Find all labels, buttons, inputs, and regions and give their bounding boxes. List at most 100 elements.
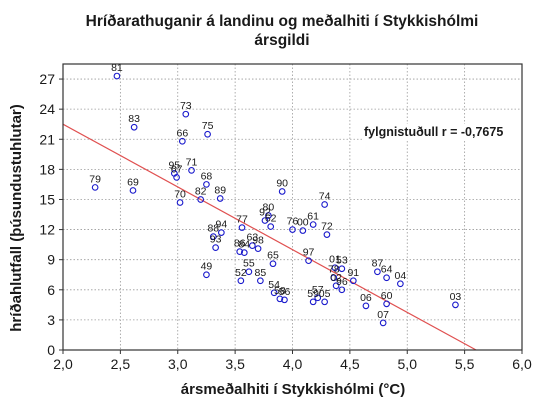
data-point-label: 03	[450, 291, 462, 303]
data-point-label: 98	[252, 235, 264, 247]
y-tick-label: 27	[39, 71, 55, 87]
y-tick-label: 18	[39, 161, 55, 177]
data-point-label: 76	[287, 216, 299, 228]
data-point-label: 73	[180, 100, 192, 112]
y-axis-ticks: 0 3 6 9 12 15 18 21 24 27	[39, 71, 63, 358]
data-point-label: 05	[319, 288, 331, 300]
y-tick-label: 3	[47, 312, 55, 328]
data-point-60	[383, 300, 390, 308]
data-point-label: 59	[307, 288, 319, 300]
data-point-54	[270, 289, 278, 297]
data-point-62	[267, 223, 275, 230]
data-point-label: 91	[347, 267, 359, 279]
data-point-55	[245, 268, 253, 276]
y-tick-label: 21	[39, 131, 55, 147]
correlation-annotation: fylgnistuðull r = -0,7675	[364, 125, 503, 139]
data-point-label: 56	[279, 286, 291, 298]
annotation-background	[362, 124, 520, 140]
data-point-58	[276, 295, 284, 303]
data-point-label: 87	[372, 258, 384, 270]
data-point-label: 63	[246, 232, 258, 244]
data-point-label: 54	[268, 279, 280, 291]
data-point-85	[257, 277, 264, 285]
data-point-80	[265, 212, 272, 219]
data-point-53	[338, 265, 346, 273]
y-tick-label: 0	[47, 342, 55, 358]
data-point-88	[209, 233, 217, 240]
data-point-label: 78	[328, 264, 340, 276]
data-point-label: 69	[127, 176, 139, 188]
data-point-label: 89	[214, 184, 226, 196]
data-point-label: 93	[210, 234, 222, 246]
data-point-72	[323, 231, 331, 238]
data-point-label: 58	[274, 285, 286, 297]
data-point-label: 62	[265, 213, 277, 225]
data-point-01	[331, 264, 339, 272]
data-point-label: 52	[235, 267, 247, 279]
data-point-label: 85	[255, 267, 267, 279]
x-tick-label: 5,0	[398, 356, 418, 372]
x-axis-label: ársmeðalhiti í Stykkishólmi (°C)	[181, 381, 405, 398]
y-tick-label: 12	[39, 222, 55, 238]
data-point-label: 74	[319, 190, 331, 202]
data-point-75	[204, 130, 211, 138]
data-point-68	[203, 181, 210, 188]
data-point-65	[269, 260, 277, 268]
data-point-94	[218, 229, 225, 236]
data-point-label: 86	[234, 238, 246, 250]
data-point-66	[178, 137, 186, 145]
data-point-label: 90	[276, 177, 288, 189]
data-point-97	[305, 257, 312, 265]
plot-area-frame	[62, 63, 523, 351]
data-point-label: 06	[360, 292, 372, 304]
data-point-77	[238, 224, 246, 231]
data-point-71	[188, 167, 195, 174]
data-point-label: 79	[89, 173, 101, 185]
data-point-label: 66	[176, 127, 188, 139]
data-point-03	[452, 301, 459, 309]
data-point-label: 95	[168, 159, 180, 171]
chart-title-line-1: Hríðarathuganir á landinu og meðalhiti í…	[86, 13, 479, 30]
data-point-label: 72	[321, 221, 333, 233]
data-point-label: 02	[330, 272, 342, 284]
x-tick-label: 3,5	[225, 356, 245, 372]
y-tick-label: 24	[39, 101, 55, 117]
data-point-78	[330, 274, 338, 282]
trend-line-layer	[62, 123, 477, 351]
data-point-label: 83	[128, 113, 140, 125]
data-point-84	[240, 249, 248, 257]
data-point-label: 80	[263, 202, 275, 214]
data-point-74	[321, 201, 328, 208]
data-point-83	[130, 123, 138, 131]
data-point-73	[182, 110, 190, 118]
data-point-label: 75	[202, 120, 214, 132]
data-point-label: 61	[307, 211, 319, 223]
data-point-label: 81	[111, 62, 123, 74]
data-point-93	[212, 244, 219, 251]
data-point-label: 97	[303, 247, 315, 259]
data-point-label: 96	[336, 276, 348, 288]
data-point-label: 01	[329, 254, 341, 266]
data-point-label: 68	[201, 170, 213, 182]
data-point-label: 49	[201, 261, 213, 273]
data-point-89	[216, 195, 224, 202]
data-point-label: 57	[312, 284, 324, 296]
data-point-98	[254, 245, 262, 252]
data-point-label: 60	[381, 290, 393, 302]
chart-title-line-2: ársgildi	[254, 32, 309, 49]
x-tick-label: 4,5	[340, 356, 360, 372]
data-point-label: 04	[395, 270, 407, 282]
data-point-label: 70	[174, 188, 186, 200]
data-point-label: 65	[267, 250, 279, 262]
y-tick-label: 6	[47, 282, 55, 298]
y-tick-label: 15	[39, 191, 55, 207]
data-point-87	[374, 268, 381, 276]
data-point-49	[203, 271, 210, 279]
x-tick-label: 5,5	[455, 356, 475, 372]
data-point-81	[113, 72, 121, 80]
x-axis-ticks: 2,0 2,5 3,0 3,5 4,0 4,5 5,0 5,5 6,0	[53, 350, 532, 372]
data-point-86	[236, 248, 244, 256]
regression-line	[62, 123, 477, 351]
